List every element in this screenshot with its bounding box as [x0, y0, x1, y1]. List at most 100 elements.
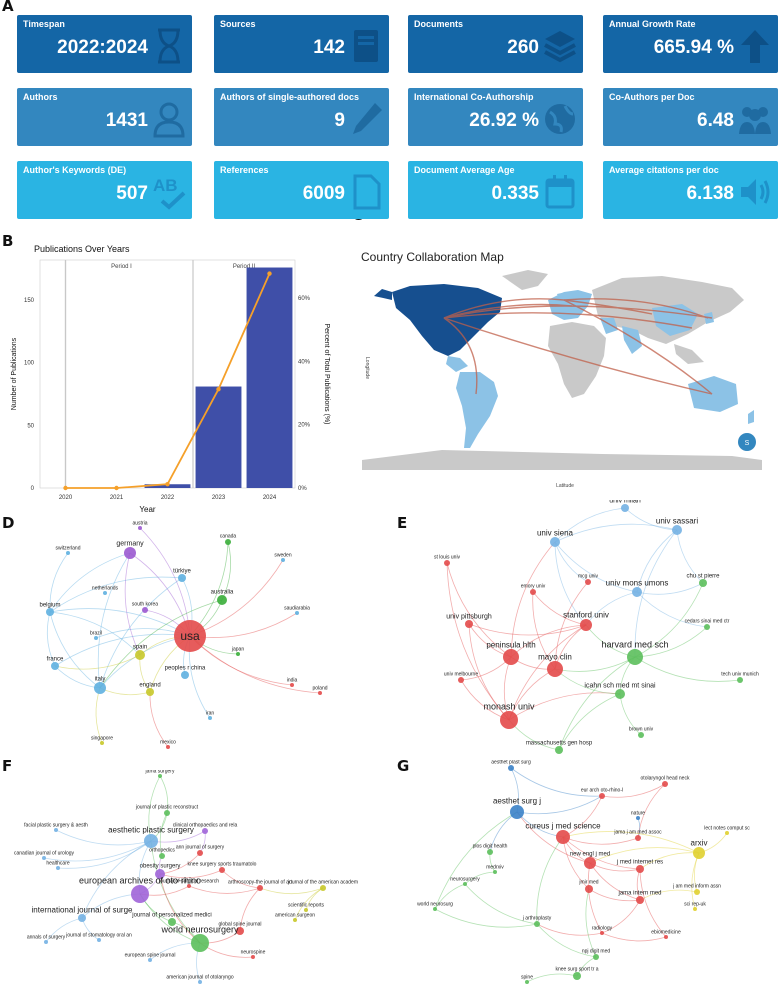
network-edge — [510, 767, 603, 797]
card-value: 507 — [116, 183, 148, 204]
node-label: india — [287, 678, 298, 684]
network-node — [662, 781, 668, 787]
card-title: Author's Keywords (DE) — [23, 165, 127, 175]
network-edge — [149, 691, 169, 748]
network-edge — [676, 529, 704, 584]
node-label: st louis univ — [434, 555, 461, 561]
network-node — [217, 595, 227, 605]
network-edge — [99, 577, 183, 689]
network-node — [54, 828, 58, 832]
node-label: international journal of surge — [32, 906, 134, 915]
network-edge — [294, 887, 324, 921]
node-label: belgium — [39, 603, 60, 609]
network-edge — [221, 541, 232, 601]
network-edge — [57, 840, 152, 869]
node-label: arxiv — [691, 839, 708, 848]
node-label: plos digit health — [473, 844, 508, 850]
node-label: australia — [211, 590, 234, 596]
network-edge — [554, 523, 678, 543]
network-edge — [587, 862, 603, 934]
collaboration-links — [443, 298, 713, 395]
node-label: aesthetic plastic surgery — [108, 826, 194, 835]
card-international-co-authorship: International Co-Authorship 26.92 % — [408, 88, 583, 146]
network-node — [97, 938, 101, 942]
network-edge — [159, 775, 169, 814]
node-label: ebiomedicine — [651, 930, 681, 936]
network-node — [46, 608, 54, 616]
x-tick: 2024 — [263, 495, 277, 501]
book-icon — [354, 30, 378, 62]
network-edge — [589, 862, 641, 901]
network-node — [627, 649, 643, 665]
node-label: spine — [521, 975, 533, 981]
network-node — [208, 716, 212, 720]
network-edge — [562, 795, 603, 838]
speaker-icon — [741, 179, 770, 205]
node-label: j arthroplasty — [522, 916, 552, 922]
card-title: Co-Authors per Doc — [609, 92, 695, 102]
node-label: neurospine — [241, 950, 266, 956]
network-edge — [554, 541, 638, 593]
node-label: knee surgery sports traumatolo — [188, 862, 257, 868]
network-node — [257, 885, 263, 891]
node-label: facial plastic surgery & aesth — [24, 823, 88, 829]
x-tick: 2022 — [161, 495, 175, 501]
node-label: switzerland — [55, 546, 80, 552]
panel-letter-g: G — [397, 757, 410, 775]
network-edge — [516, 811, 591, 864]
network-edge — [562, 836, 639, 845]
network-edge — [510, 624, 587, 658]
card-title: Average citations per doc — [609, 165, 719, 175]
file-icon — [353, 174, 381, 210]
network-edge — [54, 654, 141, 670]
network-edge — [221, 869, 261, 889]
network-node — [503, 649, 519, 665]
network-edge — [636, 591, 708, 628]
network-edge — [558, 693, 621, 751]
node-label: journal of personalized medici — [131, 913, 211, 919]
map-xlabel: Latitude — [556, 483, 574, 489]
node-label: brown univ — [629, 727, 654, 733]
network-node — [197, 850, 203, 856]
node-label: ann journal of surgery — [176, 845, 225, 851]
network-node — [138, 526, 142, 530]
node-label: monash univ — [483, 702, 535, 712]
network-edge — [558, 656, 636, 751]
node-label: mcg univ — [578, 574, 599, 580]
network-edge — [43, 840, 152, 862]
network-node — [693, 907, 697, 911]
network-node — [148, 958, 152, 962]
y2-axis-label: Percent of Total Publications (%) — [323, 323, 330, 424]
node-label: sci rep-uk — [684, 902, 706, 908]
network-node — [304, 908, 308, 912]
card-value: 9 — [334, 110, 345, 131]
network-edge — [468, 623, 587, 636]
network-node — [187, 884, 191, 888]
card-value: 1431 — [105, 110, 148, 131]
panel-letter-f: F — [2, 757, 13, 775]
network-node — [44, 940, 48, 944]
node-label: lect notes comput sc — [704, 826, 750, 832]
node-label: aesthet surg j — [493, 797, 541, 806]
network-edge — [508, 692, 621, 721]
node-label: türkiye — [173, 569, 191, 575]
node-label: cureus j med science — [525, 822, 601, 831]
network-edge — [510, 541, 556, 658]
node-label: univ siena — [537, 529, 574, 538]
node-label: npj digit med — [582, 949, 611, 955]
network-edge — [637, 783, 666, 839]
node-label: global spine journal — [218, 922, 261, 928]
card-title: Timespan — [23, 19, 65, 29]
card-value: 6.48 — [697, 110, 734, 131]
node-label: austria — [132, 521, 147, 527]
card-title: International Co-Authorship — [414, 92, 534, 102]
card-timespan: Timespan 2022:2024 — [17, 15, 192, 73]
network-edge — [46, 611, 56, 667]
card-value: 665.94 % — [653, 37, 734, 58]
network-edge — [634, 529, 678, 658]
network-edge — [49, 611, 141, 656]
network-node — [621, 504, 629, 512]
network-edge — [516, 795, 603, 815]
network-node — [632, 587, 642, 597]
node-label: univ sassari — [656, 517, 698, 526]
